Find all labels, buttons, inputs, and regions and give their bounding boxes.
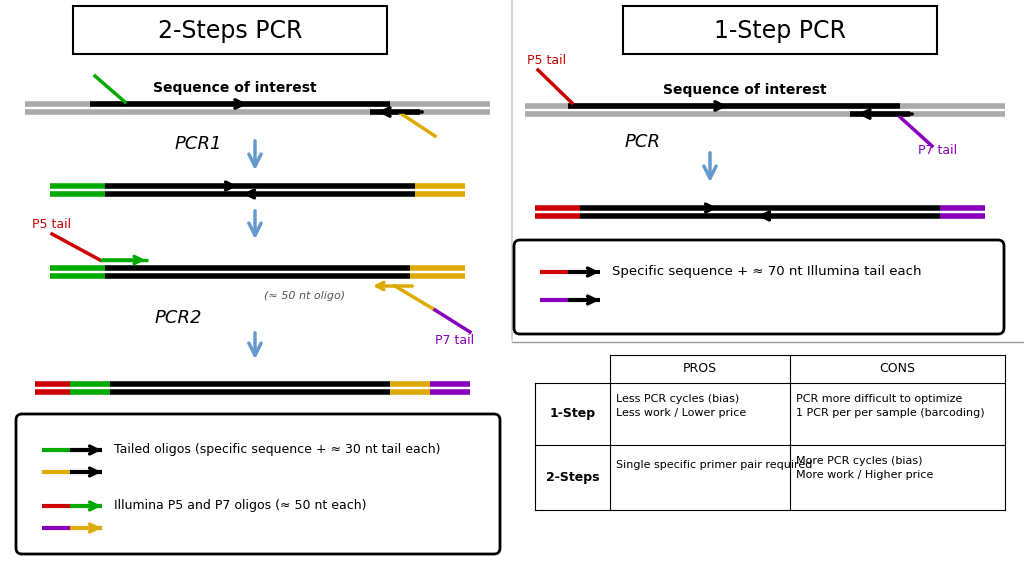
Text: P5 tail: P5 tail xyxy=(32,218,71,231)
Text: Sequence of interest: Sequence of interest xyxy=(664,83,826,97)
Text: PCR more difficult to optimize: PCR more difficult to optimize xyxy=(796,394,963,404)
Text: PCR: PCR xyxy=(625,133,662,151)
FancyBboxPatch shape xyxy=(623,6,937,54)
Text: More work / Higher price: More work / Higher price xyxy=(796,470,933,480)
Text: P7 tail: P7 tail xyxy=(918,143,957,156)
Text: PROS: PROS xyxy=(683,363,717,376)
Text: Tailed oligos (specific sequence + ≈ 30 nt tail each): Tailed oligos (specific sequence + ≈ 30 … xyxy=(114,443,440,456)
Text: More PCR cycles (bias): More PCR cycles (bias) xyxy=(796,456,923,466)
Text: (≈ 50 nt oligo): (≈ 50 nt oligo) xyxy=(264,291,345,301)
Text: CONS: CONS xyxy=(880,363,915,376)
Text: Sequence of interest: Sequence of interest xyxy=(154,81,316,95)
FancyBboxPatch shape xyxy=(73,6,387,54)
Text: PCR2: PCR2 xyxy=(155,309,203,327)
FancyBboxPatch shape xyxy=(514,240,1004,334)
Text: 1-Step: 1-Step xyxy=(550,408,596,421)
Text: Specific sequence + ≈ 70 nt Illumina tail each: Specific sequence + ≈ 70 nt Illumina tai… xyxy=(612,266,922,279)
Text: PCR1: PCR1 xyxy=(175,135,222,153)
Text: 1 PCR per per sample (barcoding): 1 PCR per per sample (barcoding) xyxy=(796,408,985,418)
Text: 2-Steps PCR: 2-Steps PCR xyxy=(158,19,302,43)
FancyBboxPatch shape xyxy=(16,414,500,554)
Text: P5 tail: P5 tail xyxy=(527,54,566,67)
Text: 2-Steps: 2-Steps xyxy=(546,471,599,484)
Text: 1-Step PCR: 1-Step PCR xyxy=(714,19,846,43)
Text: Illumina P5 and P7 oligos (≈ 50 nt each): Illumina P5 and P7 oligos (≈ 50 nt each) xyxy=(114,500,367,513)
Text: Less work / Lower price: Less work / Lower price xyxy=(616,408,746,418)
Text: Single specific primer pair required: Single specific primer pair required xyxy=(616,460,812,470)
Text: P7 tail: P7 tail xyxy=(435,333,474,346)
Text: Less PCR cycles (bias): Less PCR cycles (bias) xyxy=(616,394,739,404)
